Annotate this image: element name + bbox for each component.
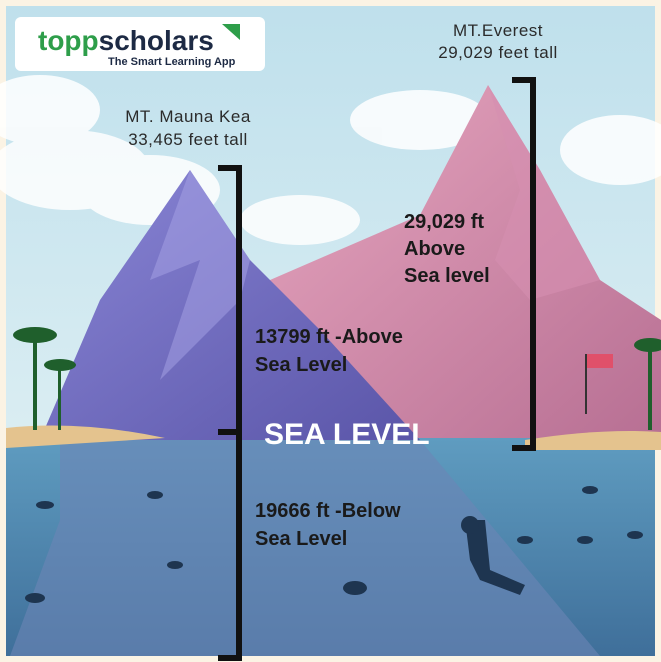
logo-second: scholars bbox=[99, 25, 214, 56]
mauna-kea-above-1: 13799 ft -Above bbox=[255, 326, 403, 348]
mauna-kea-name: MT. Mauna Kea bbox=[125, 107, 251, 126]
mauna-kea-above-2: Sea Level bbox=[255, 354, 347, 376]
infographic: toppscholars The Smart Learning App MT.E… bbox=[0, 0, 661, 662]
everest-above-3: Sea level bbox=[404, 265, 490, 287]
sea-level-label: SEA LEVEL bbox=[264, 418, 430, 451]
mauna-kea-below-1: 19666 ft -Below bbox=[255, 500, 401, 522]
logo-first: topp bbox=[38, 25, 99, 56]
mauna-kea-below-2: Sea Level bbox=[255, 528, 347, 550]
everest-height: 29,029 feet tall bbox=[438, 43, 558, 62]
logo-tagline: The Smart Learning App bbox=[108, 56, 236, 68]
everest-name: MT.Everest bbox=[453, 21, 543, 40]
flag-pole bbox=[585, 354, 587, 414]
everest-above-2: Above bbox=[404, 238, 465, 260]
mauna-kea-height: 33,465 feet tall bbox=[128, 130, 248, 149]
everest-above-1: 29,029 ft bbox=[404, 211, 484, 233]
flag bbox=[585, 354, 613, 368]
logo-brand: toppscholars bbox=[38, 25, 214, 56]
